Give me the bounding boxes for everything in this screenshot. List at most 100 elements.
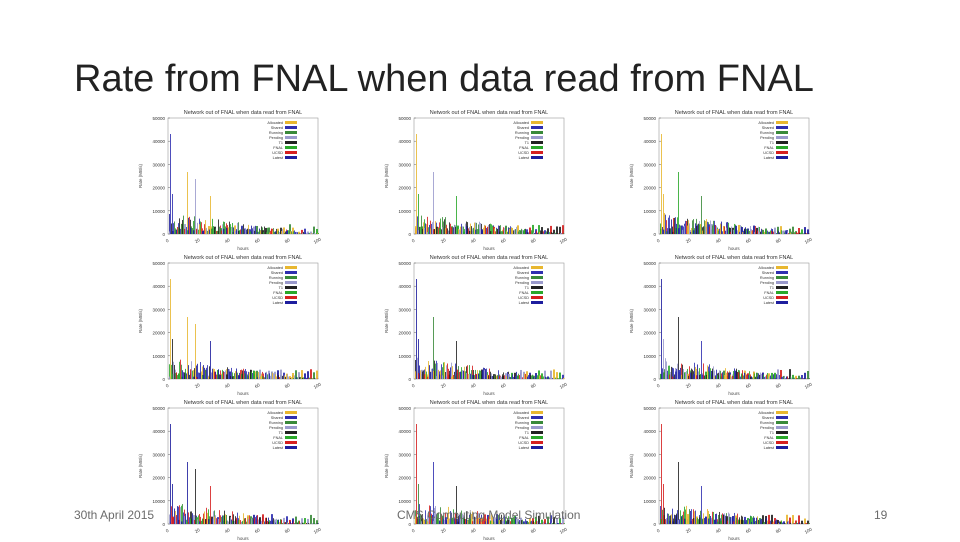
bar: [230, 517, 231, 524]
bar: [739, 232, 740, 234]
bar: [737, 514, 738, 524]
x-tick-label: 80: [530, 527, 537, 534]
bar: [515, 229, 516, 234]
bar: [703, 513, 704, 524]
bar: [758, 520, 759, 524]
bar: [793, 523, 794, 524]
chart-panel: Network out of FNAL when data read from …: [136, 394, 331, 542]
legend-label: Shared: [271, 271, 283, 275]
bar: [736, 229, 737, 234]
bar: [450, 367, 451, 379]
bar: [315, 523, 316, 524]
chart-title: Network out of FNAL when data read from …: [430, 400, 548, 406]
bar: [806, 523, 807, 524]
legend-swatch: [531, 121, 543, 124]
bar: [462, 226, 463, 234]
bar: [760, 519, 761, 524]
bar: [663, 194, 664, 234]
bar: [315, 378, 316, 379]
bar: [707, 222, 708, 234]
bar: [775, 231, 776, 234]
legend-swatch: [776, 431, 788, 434]
y-tick-label: 10000: [152, 209, 165, 214]
bar: [548, 522, 549, 524]
x-tick-label: 0: [656, 238, 661, 244]
bar: [422, 372, 423, 379]
bar: [678, 462, 679, 524]
bar: [215, 372, 216, 379]
y-tick-label: 20000: [643, 476, 656, 481]
bar: [186, 227, 187, 234]
bar: [485, 369, 486, 379]
bar: [243, 513, 244, 524]
bar: [794, 232, 795, 234]
bar: [542, 233, 543, 234]
bar: [752, 230, 753, 234]
bar: [792, 515, 794, 524]
bar: [239, 373, 240, 379]
bar: [671, 219, 672, 234]
bar: [315, 233, 316, 234]
legend-swatch: [776, 131, 788, 134]
bar: [194, 368, 195, 379]
y-tick-label: 0: [162, 522, 165, 527]
bar: [425, 223, 426, 234]
bar: [546, 231, 547, 234]
bar: [528, 522, 529, 524]
bar: [676, 369, 677, 379]
bar: [716, 514, 717, 524]
bar: [722, 372, 723, 379]
bar: [662, 227, 663, 234]
bar: [245, 229, 246, 234]
bar: [694, 511, 695, 524]
bar: [422, 229, 423, 234]
bar: [557, 233, 558, 234]
bar: [787, 231, 788, 234]
y-tick-label: 20000: [398, 476, 411, 481]
bar: [308, 233, 309, 234]
bar: [213, 511, 214, 524]
bar: [237, 373, 238, 379]
bar: [185, 369, 186, 379]
bar: [785, 230, 786, 234]
x-tick-label: 100: [313, 381, 322, 389]
bar: [686, 221, 687, 234]
y-tick-label: 0: [408, 377, 411, 382]
bar: [564, 523, 565, 524]
legend-label: Running: [269, 421, 283, 425]
bar: [420, 227, 421, 234]
bar: [497, 375, 498, 379]
legend-label: Shared: [517, 126, 529, 130]
bar: [792, 375, 794, 379]
bar: [713, 221, 714, 234]
bar: [784, 376, 785, 379]
bar: [171, 365, 172, 379]
bar: [310, 515, 312, 524]
bar: [270, 231, 271, 234]
bar: [539, 522, 540, 524]
bar: [252, 373, 253, 379]
bar: [556, 372, 558, 379]
bar: [513, 377, 514, 379]
legend-swatch: [776, 411, 788, 414]
legend-swatch: [285, 301, 297, 304]
bar: [661, 424, 662, 524]
legend-label: T1: [525, 286, 529, 290]
bar: [680, 368, 681, 379]
bar: [423, 222, 424, 234]
chart-grid: Network out of FNAL when data read from …: [136, 104, 826, 540]
legend-swatch: [285, 426, 297, 429]
bar: [285, 232, 286, 234]
bar: [769, 232, 770, 234]
bar: [778, 375, 779, 379]
bar: [782, 523, 783, 524]
bar: [297, 232, 298, 234]
bar: [489, 224, 490, 234]
bar: [288, 230, 289, 234]
bar: [486, 369, 487, 379]
bar: [236, 368, 237, 379]
legend-label: FNAL: [764, 291, 774, 295]
bar: [180, 229, 181, 234]
bar: [689, 366, 690, 379]
bar: [269, 373, 270, 379]
